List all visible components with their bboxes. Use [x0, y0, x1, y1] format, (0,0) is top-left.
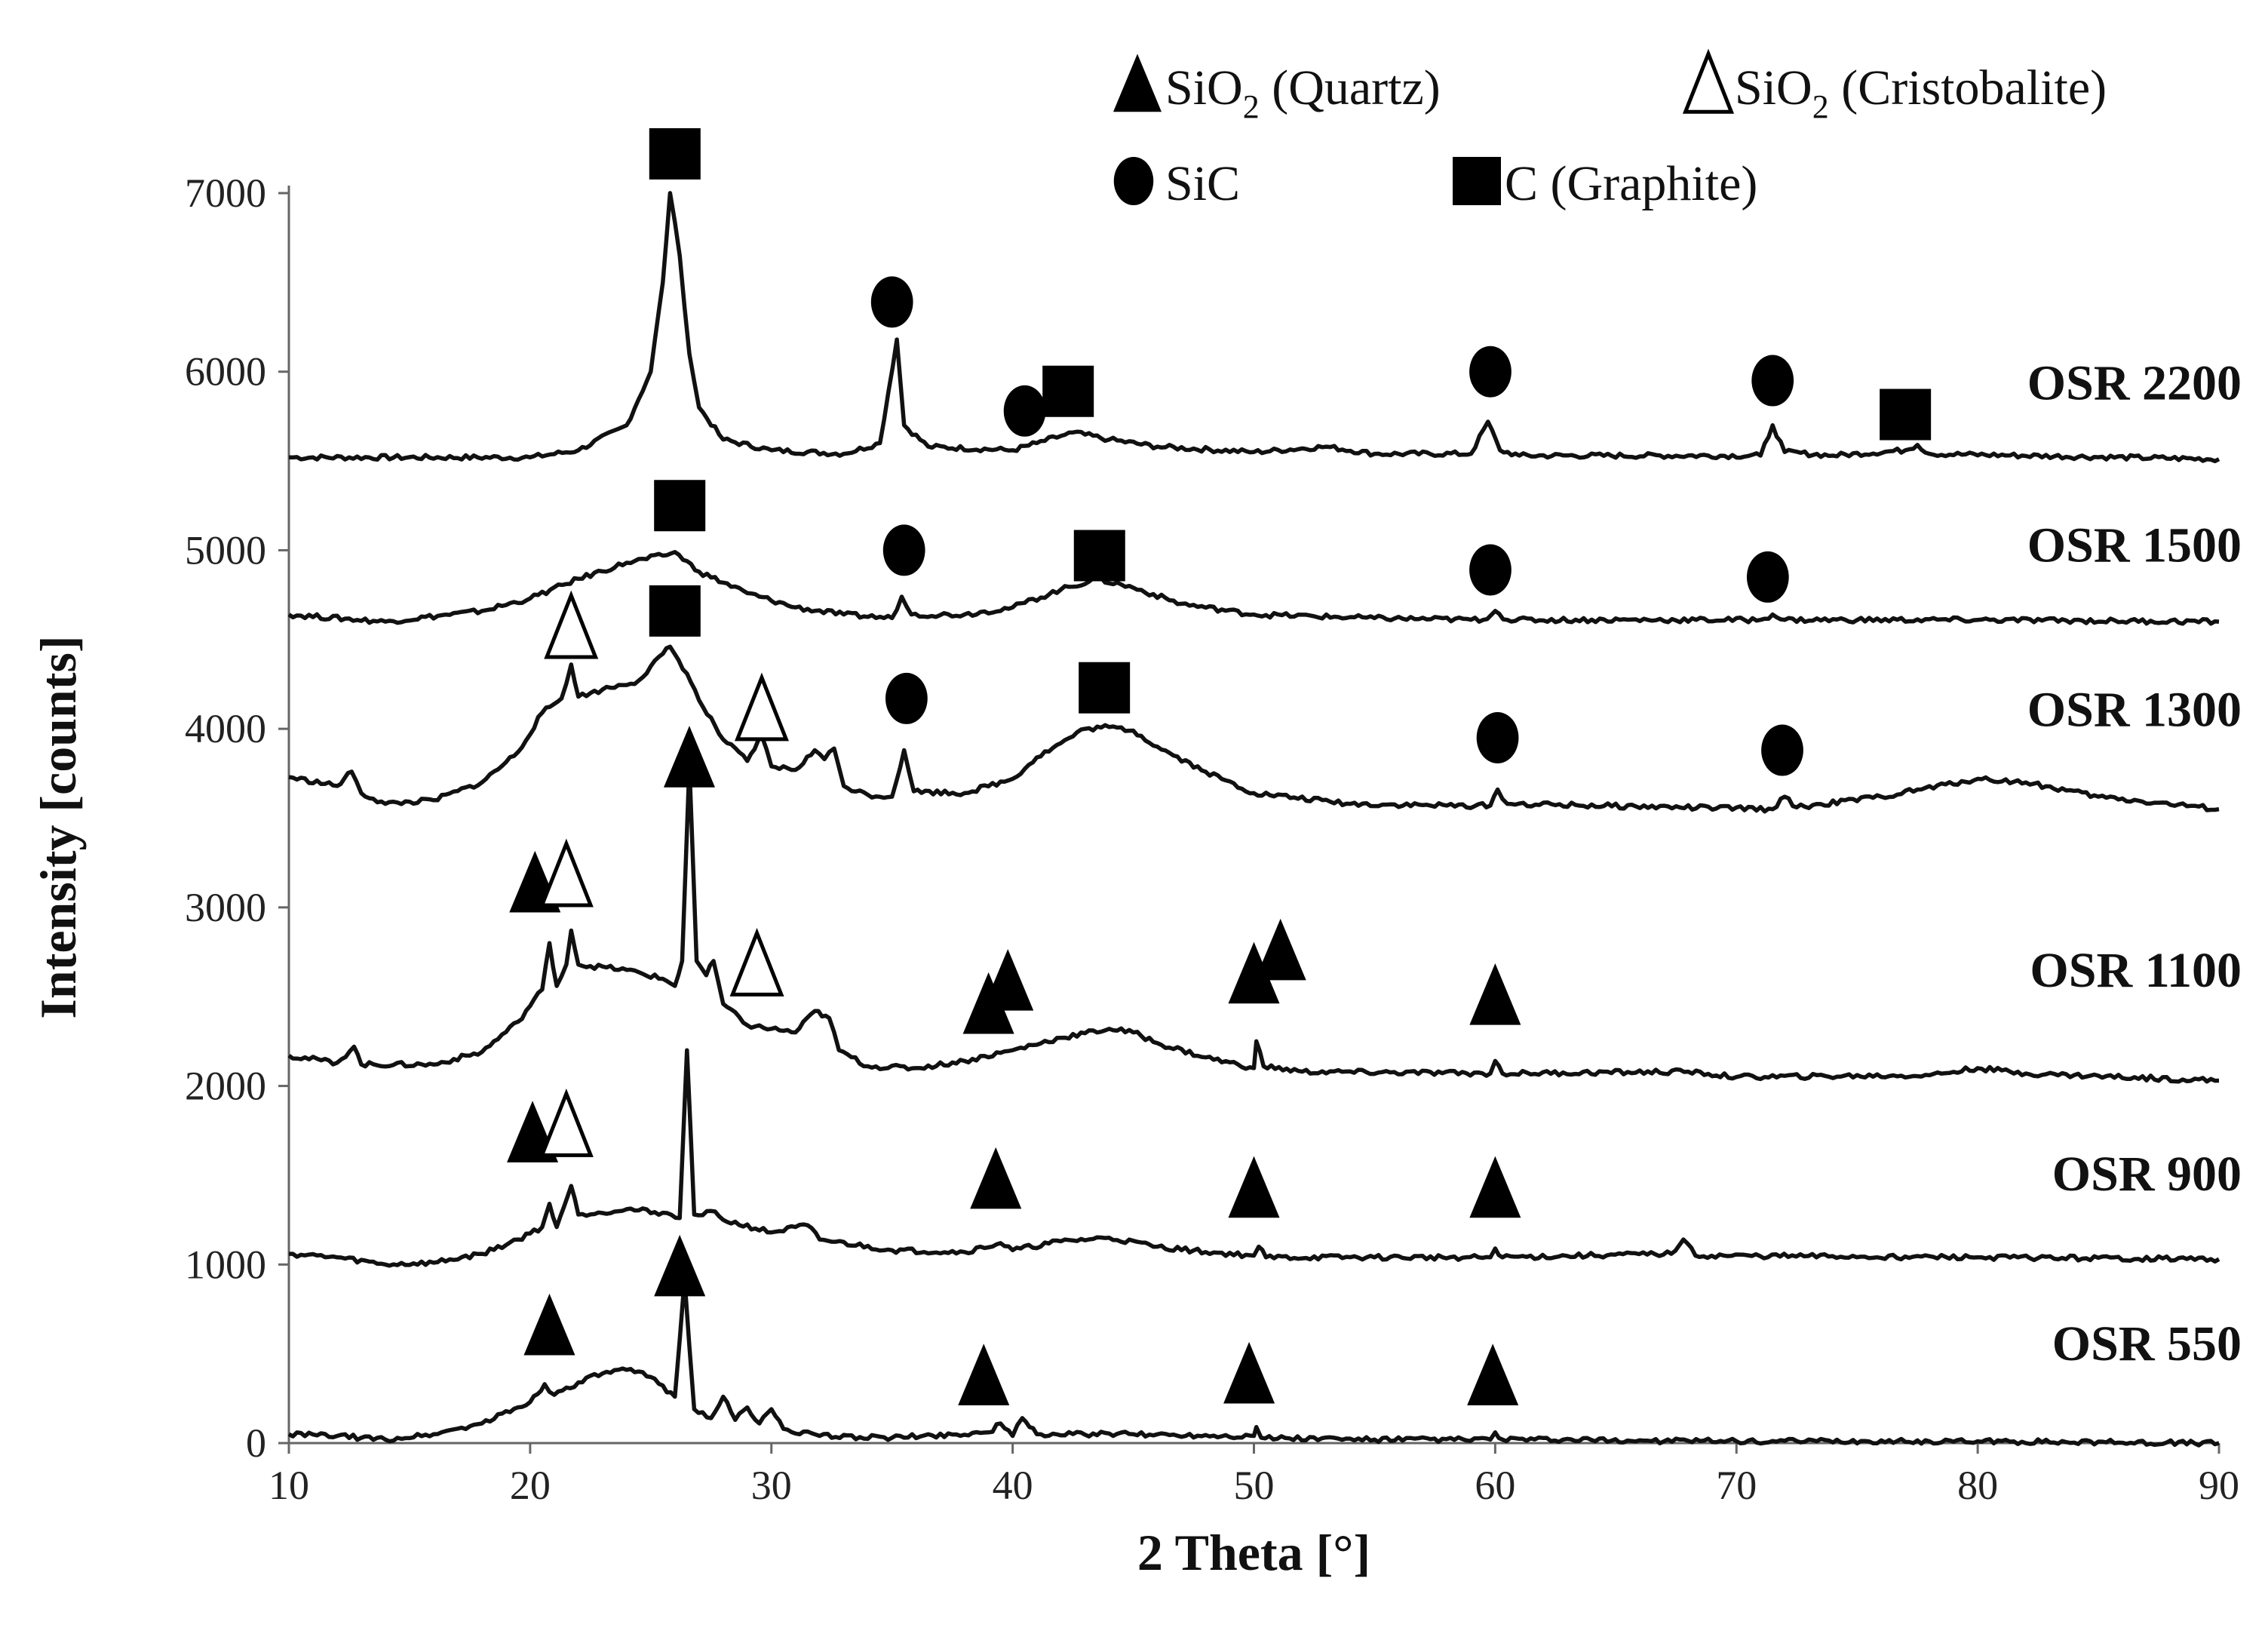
series-label: OSR 2200 — [2027, 355, 2242, 410]
y-tick-label: 4000 — [185, 706, 266, 751]
y-axis-ticks: 0 1000 2000 3000 4000 5000 6000 7000 — [185, 170, 289, 1466]
series-line — [287, 762, 2220, 1084]
sic-marker — [1746, 551, 1789, 603]
graphite-marker — [649, 127, 701, 180]
x-tick-label: 50 — [1234, 1463, 1275, 1508]
series-group: OSR 2200 OSR 1500 OSR 1300 OSR 1100 OSR 900 O… — [287, 127, 2242, 1448]
sic-marker — [1469, 544, 1511, 596]
series-line — [287, 1276, 2220, 1448]
x-axis-ticks: 10 20 30 40 50 60 70 80 90 — [269, 1443, 2239, 1508]
cristobalite-marker — [1682, 48, 1735, 114]
legend-label: SiC — [1165, 156, 1240, 211]
x-tick-label: 20 — [510, 1463, 551, 1508]
sic-marker — [885, 672, 928, 724]
series-osr-1500: OSR 1500 — [287, 480, 2242, 626]
series-osr-1100: OSR 1100 — [287, 726, 2242, 1084]
series-label: OSR 900 — [2052, 1147, 2242, 1202]
series-osr-2200: OSR 2200 — [288, 127, 2242, 464]
y-tick-label: 7000 — [185, 170, 266, 216]
legend-label-suffix: (Quartz) — [1260, 60, 1441, 115]
quartz-marker — [1113, 54, 1162, 112]
cristobalite-marker — [539, 1089, 594, 1157]
y-tick-label: 2000 — [185, 1064, 266, 1109]
x-tick-label: 90 — [2199, 1463, 2239, 1508]
y-tick-label: 1000 — [185, 1242, 266, 1287]
x-tick-label: 80 — [1957, 1463, 1998, 1508]
quartz-marker — [1467, 1344, 1519, 1405]
cristobalite-marker — [539, 838, 594, 907]
graphite-marker — [649, 585, 701, 637]
sic-marker — [1113, 157, 1154, 205]
cristobalite-marker — [544, 590, 599, 659]
graphite-marker — [654, 480, 706, 532]
series-line — [288, 191, 2220, 464]
quartz-marker — [663, 726, 715, 788]
y-axis-title: Intensity [counts] — [29, 635, 87, 1018]
sic-marker — [1469, 345, 1511, 398]
series-line — [288, 644, 2220, 814]
legend-label: SiO2 (Quartz) — [1165, 60, 1441, 125]
graphite-marker — [1880, 388, 1932, 441]
series-osr-550: OSR 550 — [287, 1234, 2242, 1448]
legend-label-main: C (Graphite) — [1505, 156, 1757, 211]
series-label: OSR 1300 — [2027, 682, 2242, 737]
x-tick-label: 10 — [269, 1463, 309, 1508]
graphite-marker — [1042, 365, 1094, 417]
legend-label-sub: 2 — [1812, 88, 1829, 125]
series-label: OSR 1100 — [2030, 943, 2242, 998]
y-tick-label: 3000 — [185, 885, 266, 930]
sic-marker — [1761, 724, 1803, 776]
legend-label-main: SiO — [1735, 60, 1812, 115]
sic-marker — [870, 276, 913, 328]
series-label: OSR 1500 — [2027, 518, 2242, 573]
quartz-marker — [970, 1147, 1022, 1209]
quartz-marker — [1254, 918, 1306, 981]
x-tick-label: 60 — [1475, 1463, 1515, 1508]
quartz-marker — [523, 1293, 575, 1356]
series-line — [289, 1048, 2220, 1268]
y-tick-label: 6000 — [185, 349, 266, 395]
legend-label-main: SiC — [1165, 156, 1240, 211]
graphite-marker — [1079, 662, 1131, 714]
x-tick-label: 70 — [1716, 1463, 1757, 1508]
graphite-marker — [1073, 530, 1125, 582]
quartz-marker — [982, 949, 1034, 1011]
cristobalite-marker — [734, 672, 789, 742]
quartz-marker — [1228, 1156, 1280, 1218]
legend: SiO2 (Quartz) SiO2 (Cristobalite)SiC C (Gr… — [1113, 48, 2107, 211]
legend-entry: C (Graphite) — [1453, 156, 1757, 211]
series-osr-900: OSR 900 — [289, 1048, 2242, 1268]
x-tick-label: 40 — [993, 1463, 1033, 1508]
legend-label: SiO2 (Cristobalite) — [1735, 60, 2107, 125]
quartz-marker — [958, 1344, 1010, 1405]
series-line — [287, 550, 2220, 626]
quartz-marker — [1469, 1156, 1521, 1218]
y-tick-label: 0 — [246, 1420, 266, 1466]
legend-label-sub: 2 — [1243, 88, 1260, 125]
quartz-marker — [654, 1234, 706, 1297]
sic-marker — [1003, 385, 1046, 437]
sic-marker — [1476, 711, 1519, 763]
y-tick-label: 5000 — [185, 527, 266, 573]
legend-label: C (Graphite) — [1505, 156, 1757, 211]
legend-label-main: SiO — [1165, 60, 1243, 115]
cristobalite-marker — [729, 927, 784, 997]
sic-marker — [882, 524, 925, 576]
series-label: OSR 550 — [2052, 1316, 2242, 1371]
legend-entry: SiO2 (Cristobalite) — [1682, 48, 2107, 125]
legend-entry: SiO2 (Quartz) — [1113, 54, 1441, 125]
quartz-marker — [1469, 963, 1521, 1025]
legend-entry: SiC — [1113, 156, 1240, 211]
quartz-marker — [1223, 1341, 1275, 1404]
sic-marker — [1751, 355, 1794, 407]
graphite-marker — [1453, 157, 1501, 205]
series-osr-1300: OSR 1300 — [288, 585, 2242, 814]
x-axis-title: 2 Theta [°] — [1137, 1524, 1370, 1581]
x-tick-label: 30 — [751, 1463, 792, 1508]
legend-label-suffix: (Cristobalite) — [1829, 60, 2107, 115]
quartz-marker — [1228, 941, 1280, 1004]
